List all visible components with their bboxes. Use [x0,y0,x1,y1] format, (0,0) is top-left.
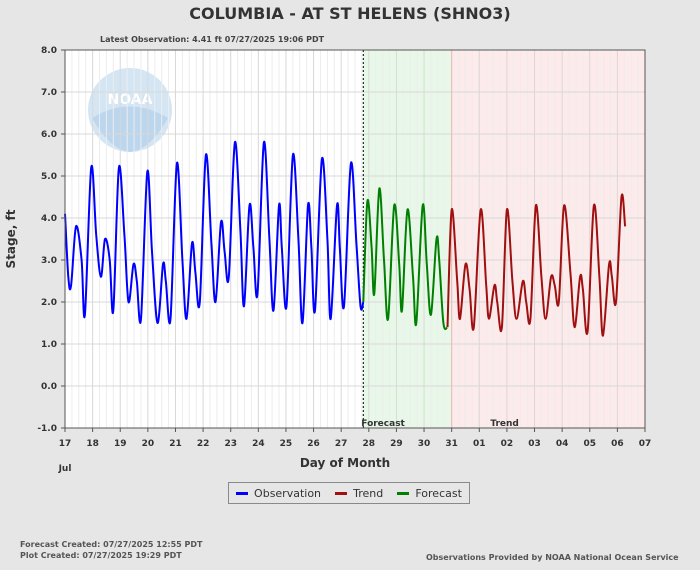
legend-trend-label: Trend [353,486,384,500]
y-tick-label: 5.0 [41,172,57,182]
series-line-trend [446,193,627,337]
legend-forecast: Forecast [397,487,462,500]
y-tick-label: 3.0 [41,256,57,266]
legend-observation: Observation [236,487,321,500]
legend-trend: Trend [335,487,383,500]
x-tick-label: 17 [59,439,72,449]
latest-observation: Latest Observation: 4.41 ft 07/27/2025 1… [100,35,325,44]
x-tick-label: 26 [307,439,320,449]
y-tick-label: -1.0 [37,424,57,434]
plot-frame [64,49,646,429]
chart-title: COLUMBIA - AT ST HELENS (SHNO3) [189,4,511,23]
x-tick-label: 01 [473,439,486,449]
legend-observation-swatch [236,491,249,495]
x-tick-label: 20 [142,439,155,449]
x-tick-label: 19 [114,439,127,449]
y-tick-label: 6.0 [41,130,57,140]
x-tick-label: 04 [556,439,569,449]
x-tick-label: 23 [224,439,237,449]
data-credit: Observations Provided by NOAA National O… [426,553,679,562]
x-tick-label: 21 [169,439,182,449]
x-tick-label: 27 [335,439,348,449]
legend-forecast-swatch [397,491,410,495]
x-tick-label: 05 [583,439,596,449]
x-tick-label: 29 [390,439,403,449]
y-axis-title: Stage, ft [4,209,18,268]
x-tick-label: 22 [197,439,210,449]
y-tick-label: 7.0 [41,88,57,98]
x-tick-label: 31 [445,439,458,449]
x-month-label: Jul [58,464,72,474]
x-tick-label: 07 [639,439,652,449]
x-tick-label: 28 [363,439,376,449]
x-tick-label: 25 [280,439,293,449]
x-tick-label: 02 [501,439,514,449]
x-tick-label: 03 [528,439,541,449]
x-tick-label: 24 [252,439,265,449]
x-tick-label: 30 [418,439,431,449]
trend-region-label: Trend [490,419,519,429]
plot-created: Plot Created: 07/27/2025 19:29 PDT [20,551,182,560]
y-tick-label: 2.0 [41,298,57,308]
y-tick-label: 4.0 [41,214,57,224]
legend-observation-label: Observation [254,486,322,500]
forecast-created: Forecast Created: 07/27/2025 12:55 PDT [20,540,203,549]
x-axis-title: Day of Month [300,456,390,470]
y-tick-label: 1.0 [41,340,57,350]
series-line-forecast [362,187,449,331]
y-tick-label: 8.0 [41,46,57,56]
y-tick-label: 0.0 [41,382,57,392]
legend: Observation Trend Forecast [228,482,470,504]
legend-forecast-label: Forecast [415,486,462,500]
legend-trend-swatch [335,491,348,495]
noaa-logo-text: NOAA [108,92,153,108]
x-tick-label: 18 [86,439,99,449]
forecast-region-label: Forecast [361,419,405,429]
series-line-observation [64,140,365,325]
x-tick-label: 06 [611,439,624,449]
noaa-logo-wave-icon [92,106,168,152]
